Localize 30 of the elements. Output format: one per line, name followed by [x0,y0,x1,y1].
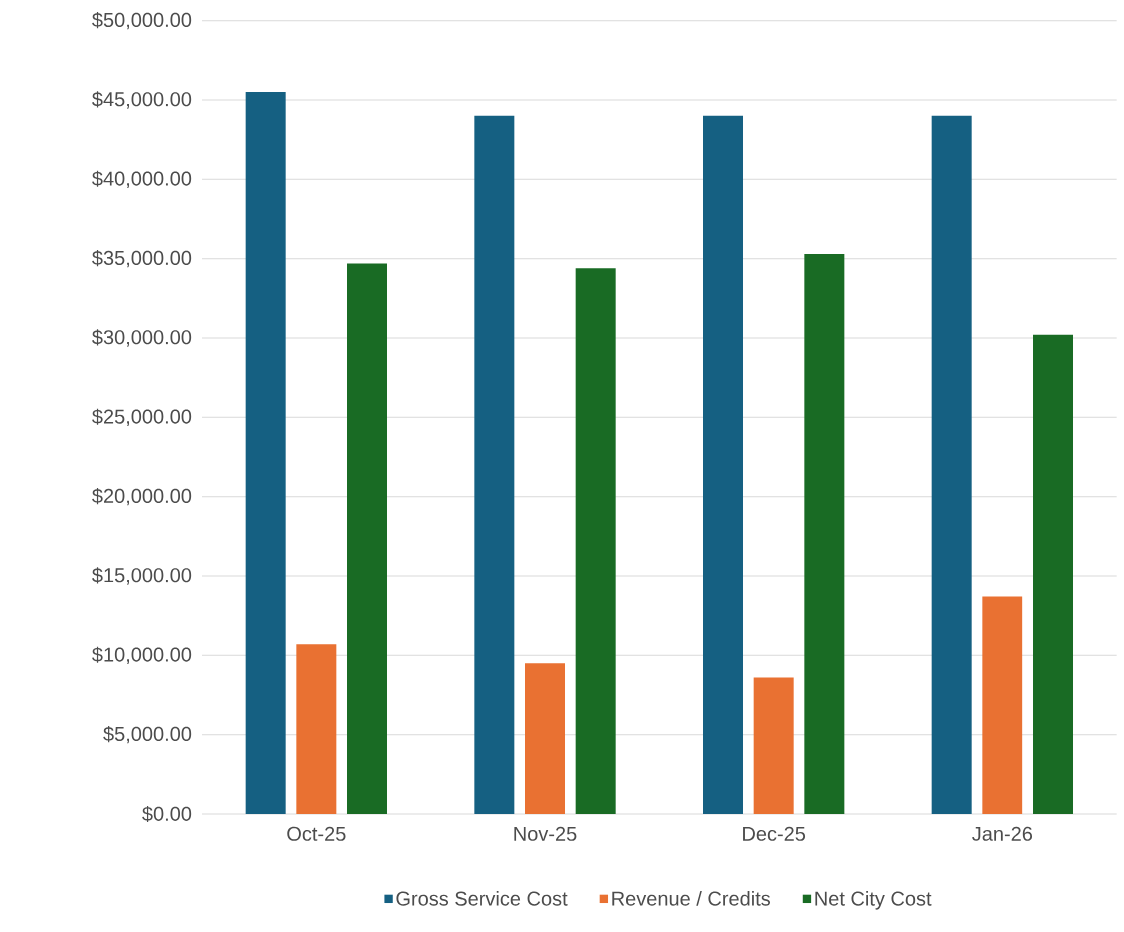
bar [575,268,616,814]
bar [1033,334,1074,814]
legend-label: Gross Service Cost [396,891,568,906]
bar [931,115,972,814]
y-tick-label: $0.00 [142,805,192,823]
legend-label: Revenue / Credits [612,891,771,906]
bar [804,253,845,814]
y-tick-label: $35,000.00 [92,249,192,268]
bar [703,115,744,814]
bar [753,677,794,814]
y-tick-label: $15,000.00 [92,567,192,585]
bar [525,663,566,814]
y-tick-label: $50,000.00 [92,11,192,30]
bar [245,92,286,814]
bar [474,115,515,814]
y-tick-label: $10,000.00 [92,646,192,665]
x-tick-label: Nov-25 [514,826,577,841]
y-tick-label: $45,000.00 [92,91,192,109]
y-tick-label: $20,000.00 [92,487,192,506]
y-tick-label: $5,000.00 [103,725,192,744]
bar [982,596,1023,814]
y-tick-label: $25,000.00 [92,408,192,427]
y-tick-label: $40,000.00 [92,170,192,189]
bar [347,263,387,814]
legend-label: Net City Cost [815,891,932,910]
x-tick-label: Dec-25 [743,826,806,841]
y-tick-label: $30,000.00 [92,329,192,347]
x-tick-label: Jan-26 [972,826,1033,841]
bar [296,644,337,814]
x-tick-label: Oct-25 [287,826,346,841]
